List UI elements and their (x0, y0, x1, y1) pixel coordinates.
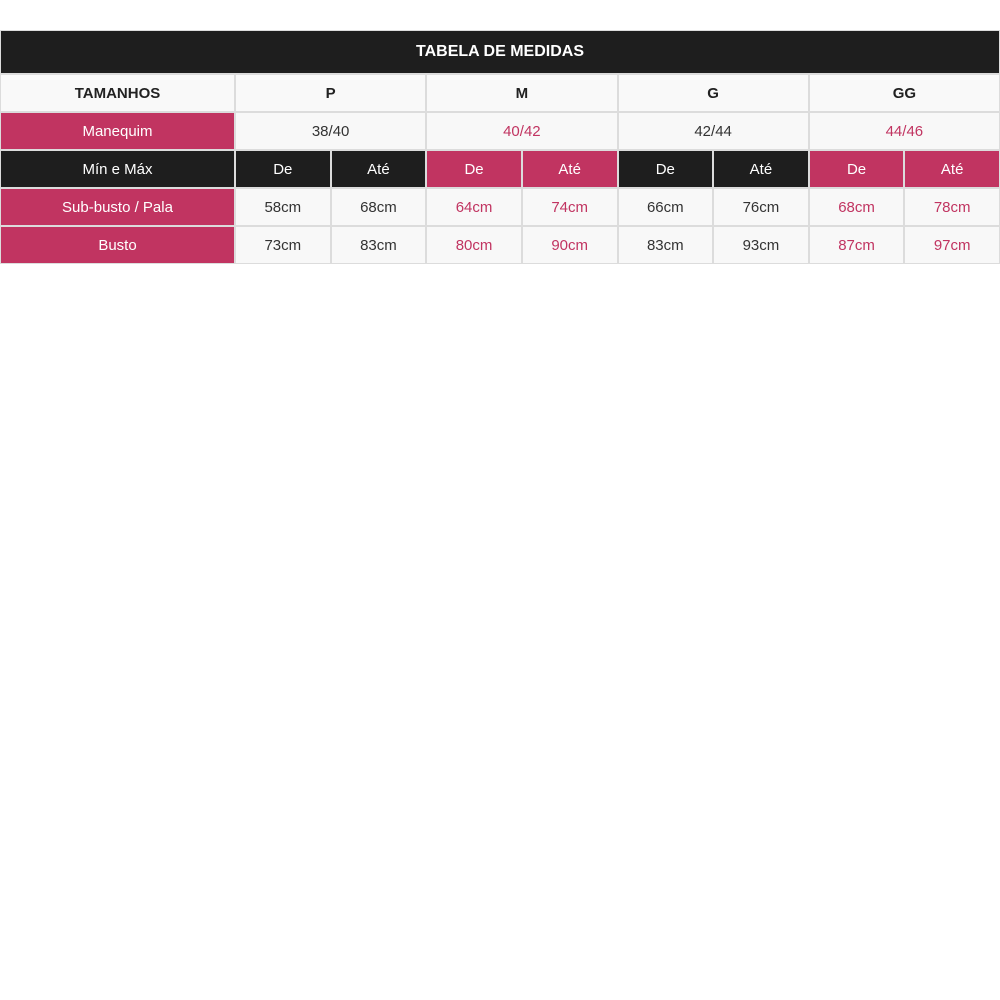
row-label: Sub-busto / Pala (1, 189, 234, 225)
size-p: P (236, 75, 426, 111)
to-header: Até (522, 151, 617, 187)
table-cell: 93cm (714, 227, 808, 263)
to-header: Até (331, 151, 426, 187)
table-cell: 83cm (618, 227, 713, 263)
table-cell: 58cm (236, 189, 330, 225)
table-cell: 87cm (809, 227, 904, 263)
table-title: TABELA DE MEDIDAS (1, 31, 999, 73)
mannequin-label: Manequim (1, 113, 234, 149)
size-m: M (427, 75, 617, 111)
from-header: De (236, 151, 330, 187)
table-cell: 97cm (905, 227, 999, 263)
table-cell: 76cm (714, 189, 808, 225)
table-cell: 73cm (236, 227, 330, 263)
size-g: G (618, 75, 808, 111)
from-header: De (427, 151, 521, 187)
mannequin-gg: 44/46 (809, 113, 999, 149)
row-label: Busto (1, 227, 234, 263)
table-cell: 64cm (427, 189, 521, 225)
mannequin-m: 40/42 (427, 113, 617, 149)
mannequin-p: 38/40 (236, 113, 426, 149)
from-header: De (618, 151, 713, 187)
table-cell: 78cm (905, 189, 999, 225)
from-header: De (809, 151, 904, 187)
table-cell: 80cm (427, 227, 521, 263)
to-header: Até (714, 151, 808, 187)
table-cell: 68cm (809, 189, 904, 225)
table-cell: 66cm (618, 189, 713, 225)
size-chart-table: TABELA DE MEDIDAS TAMANHOS P M G GG Mane… (0, 30, 1000, 264)
to-header: Até (905, 151, 999, 187)
size-gg: GG (809, 75, 999, 111)
table-cell: 74cm (522, 189, 617, 225)
minmax-label: Mín e Máx (1, 151, 234, 187)
table-cell: 68cm (331, 189, 426, 225)
table-cell: 83cm (331, 227, 426, 263)
table-cell: 90cm (522, 227, 617, 263)
mannequin-g: 42/44 (618, 113, 808, 149)
sizes-label: TAMANHOS (1, 75, 234, 111)
